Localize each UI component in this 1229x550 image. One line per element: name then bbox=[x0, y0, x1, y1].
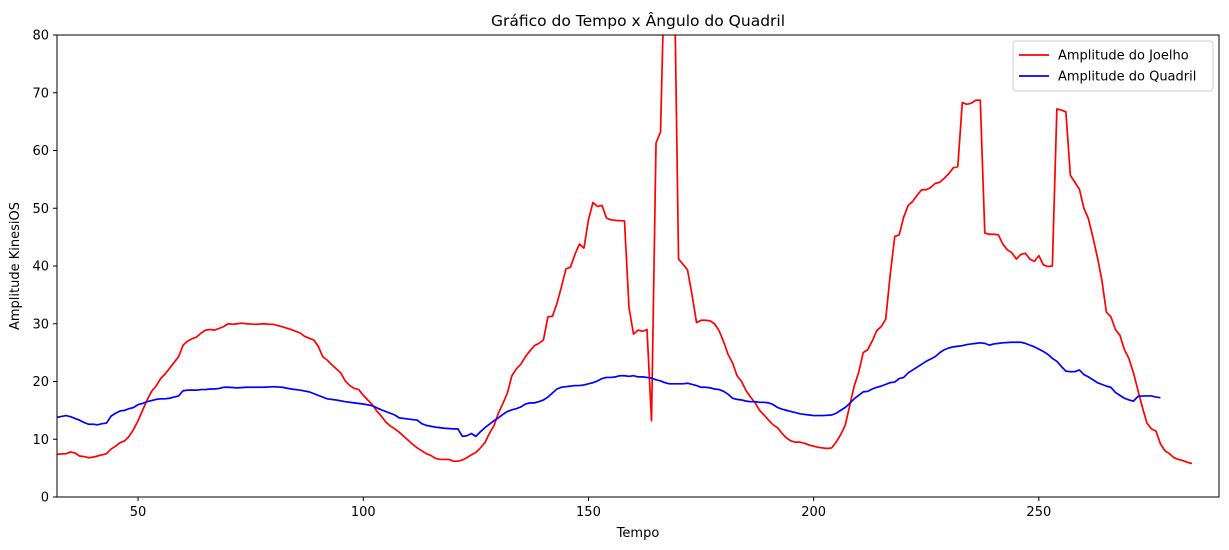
series-line-2 bbox=[57, 341, 1161, 438]
chart-title: Gráfico do Tempo x Ângulo do Quadril bbox=[491, 11, 785, 30]
y-tick-label: 20 bbox=[32, 375, 49, 390]
series-line-1 bbox=[57, 35, 1193, 465]
x-axis: 50 100 150 200 250 bbox=[130, 497, 1051, 520]
x-tick-label: 250 bbox=[1026, 505, 1051, 520]
x-tick-label: 100 bbox=[351, 505, 376, 520]
series-layer bbox=[57, 35, 1193, 465]
legend-label-2: Amplitude do Quadril bbox=[1058, 70, 1196, 85]
x-tick-label: 150 bbox=[576, 505, 601, 520]
y-tick-label: 50 bbox=[32, 202, 49, 217]
y-axis-label: Amplitude KinesiOS bbox=[8, 202, 23, 330]
y-tick-label: 60 bbox=[32, 144, 49, 159]
y-tick-label: 40 bbox=[32, 260, 49, 275]
x-tick-label: 50 bbox=[130, 505, 147, 520]
y-tick-label: 30 bbox=[32, 317, 49, 332]
y-tick-label: 70 bbox=[32, 86, 49, 101]
y-tick-label: 0 bbox=[41, 491, 49, 506]
x-tick-label: 200 bbox=[801, 505, 826, 520]
y-axis: 0 10 20 30 40 50 60 70 80 bbox=[32, 29, 57, 506]
y-tick-label: 80 bbox=[32, 29, 49, 44]
x-axis-label: Tempo bbox=[616, 526, 660, 541]
y-tick-label: 10 bbox=[32, 433, 49, 448]
legend: Amplitude do Joelho Amplitude do Quadril bbox=[1012, 40, 1214, 92]
legend-box bbox=[1012, 40, 1214, 92]
legend-label-1: Amplitude do Joelho bbox=[1058, 49, 1189, 64]
